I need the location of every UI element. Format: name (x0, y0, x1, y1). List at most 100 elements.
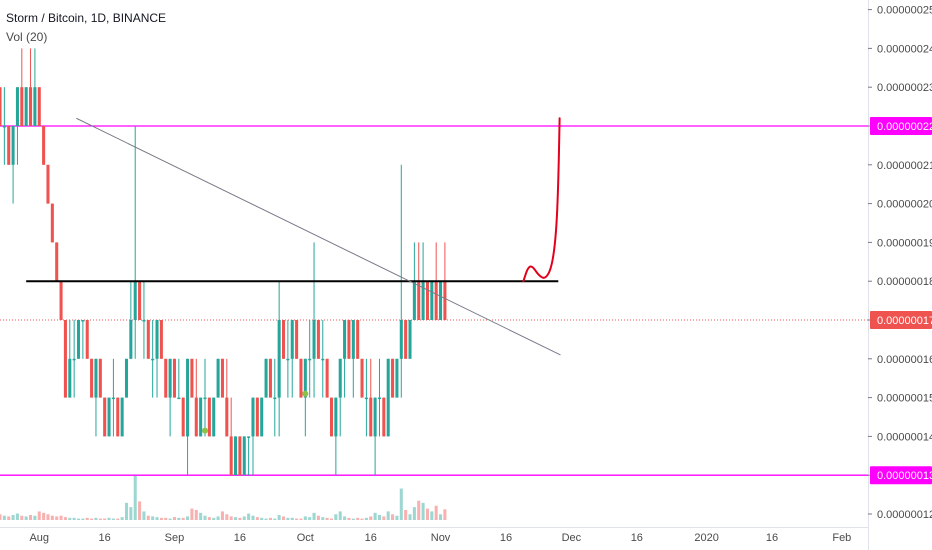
x-tick-label: 16 (99, 532, 111, 544)
x-tick-label: 16 (365, 532, 377, 544)
volume-bar (42, 512, 46, 520)
candle-body (303, 358, 307, 398)
volume-bar (212, 517, 216, 520)
volume-bar (181, 517, 185, 520)
candle (290, 320, 294, 398)
volume-bar (146, 515, 150, 520)
volume-bar (168, 518, 172, 520)
candle (391, 358, 395, 398)
y-tick-label: 0.00000015 (877, 393, 932, 405)
y-tick-label: 0.00000025 (877, 5, 932, 17)
volume-bar (277, 515, 281, 520)
volume-bar (24, 516, 28, 520)
volume-bar (281, 516, 286, 520)
candle (404, 320, 408, 359)
candle (72, 320, 76, 398)
candle (138, 281, 142, 320)
volume-bar (59, 515, 63, 520)
candle-body (220, 358, 224, 398)
candle-body (76, 320, 81, 359)
symbol-title[interactable]: Storm / Bitcoin, 1D, BINANCE (6, 11, 167, 25)
candle (360, 358, 364, 398)
candle (295, 320, 299, 359)
candle (116, 397, 120, 437)
candle (59, 281, 63, 320)
volume-bar (395, 515, 399, 520)
price-axis-bg (868, 0, 932, 550)
y-tick-label: 0.00000019 (877, 237, 932, 249)
candle (194, 358, 198, 437)
candle (94, 358, 98, 437)
candle (2, 87, 6, 165)
volume-bar (439, 514, 443, 520)
volume-bar (273, 518, 277, 520)
candle-body (347, 320, 351, 359)
volume-bar (382, 516, 386, 520)
candle-body (229, 436, 233, 476)
candle-body (408, 320, 412, 359)
horizontal-levels[interactable] (0, 125, 868, 476)
candle-body (138, 281, 142, 320)
candle (216, 358, 220, 398)
candle-body (164, 358, 168, 398)
volume-bar (216, 516, 220, 520)
candle-body (395, 358, 399, 398)
volume-bar (356, 517, 360, 520)
candle (321, 320, 325, 398)
candle (50, 203, 54, 243)
volume-bar (321, 517, 325, 520)
volume-bar (251, 515, 255, 520)
volume-bar (63, 517, 67, 520)
candle-body (316, 320, 320, 359)
candle-body (255, 397, 259, 437)
candle (124, 358, 129, 398)
volume-bar (20, 515, 24, 520)
candle (395, 358, 399, 398)
candle-body (172, 358, 176, 398)
candle (369, 358, 373, 437)
volume-bar (159, 517, 163, 520)
candle-body (20, 87, 24, 126)
signal-dot (202, 427, 209, 434)
candle-body (329, 397, 334, 437)
volume-bar (177, 517, 181, 520)
volume-bar (364, 517, 368, 520)
price-label-text: 0.00000022 (877, 121, 932, 133)
candle (81, 320, 85, 359)
time-axis-bg (0, 527, 868, 550)
candle (382, 397, 386, 437)
candle (133, 126, 137, 359)
candle (312, 242, 316, 398)
volume-bar (260, 517, 264, 520)
volume-bar (399, 488, 403, 520)
candle-body (412, 281, 416, 320)
candle-body (33, 87, 37, 126)
volume-indicator-label[interactable]: Vol (20) (6, 30, 48, 44)
volume-bar (425, 508, 429, 520)
candle (264, 358, 268, 398)
volume-bar (190, 508, 194, 520)
candle-body (247, 436, 251, 438)
candle-body (151, 358, 155, 361)
volume-bar (242, 516, 246, 520)
volume-bar (142, 511, 146, 520)
candle (164, 358, 168, 398)
candle-body (190, 358, 194, 398)
volume-bar (247, 513, 251, 520)
volume-bar (164, 517, 168, 520)
volume-bar (329, 518, 334, 520)
price-label-last: 0.00000017 (870, 311, 932, 329)
candle-body (155, 320, 159, 359)
candle (103, 397, 107, 437)
candle-body (59, 281, 63, 320)
candle-body (159, 320, 163, 359)
candle-body (268, 358, 272, 398)
y-tick-label: 0.00000014 (877, 431, 932, 443)
candle (334, 397, 338, 476)
volume-bar (229, 516, 233, 520)
drawings[interactable] (26, 117, 561, 434)
volume-bar (120, 517, 124, 520)
candle-body (338, 358, 342, 398)
volume-bar (37, 511, 41, 520)
